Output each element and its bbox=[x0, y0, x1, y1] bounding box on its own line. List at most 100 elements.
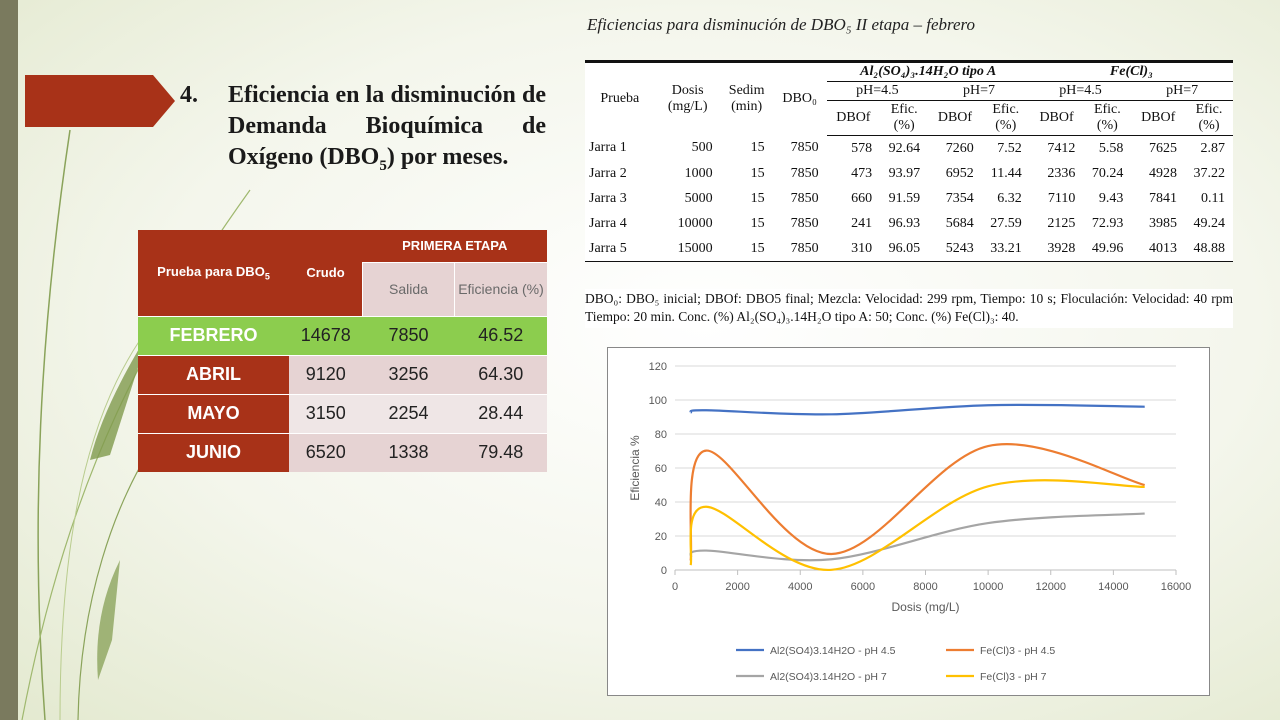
x-tick-label: 12000 bbox=[1035, 581, 1066, 593]
table-cell: 15 bbox=[750, 215, 765, 231]
y-tick-label: 40 bbox=[655, 497, 667, 509]
h-dbof: DBOf bbox=[826, 100, 881, 136]
heading-number: 4. bbox=[180, 82, 198, 108]
table-cell: 15000 bbox=[654, 236, 721, 262]
table-cell: Jarra 4 bbox=[589, 215, 627, 231]
table-cell: 7850 bbox=[772, 236, 827, 262]
h-dbof: DBOf bbox=[928, 100, 982, 136]
table-cell: 660 bbox=[851, 190, 873, 206]
table-cell: 15 bbox=[750, 165, 765, 181]
table-row: Jarra 1 500 15 7850 578 92.64 7260 7.52 7412 5.58… bbox=[585, 136, 1233, 162]
table-cell: 7850 bbox=[790, 140, 819, 156]
table-cell: 6.32 bbox=[997, 190, 1022, 206]
table-cell: 500 bbox=[691, 140, 713, 156]
jar-test-table: Prueba Dosis (mg/L) Sedim (min) DBO₀ Al₂… bbox=[585, 60, 1233, 262]
y-tick-label: 20 bbox=[655, 531, 667, 543]
x-tick-label: 8000 bbox=[913, 581, 937, 593]
h-dbo0: DBO₀ bbox=[772, 60, 827, 136]
table-cell: 72.93 bbox=[1091, 215, 1124, 231]
col-crudo: Crudo bbox=[289, 230, 363, 316]
table-cell: 3928 bbox=[1029, 236, 1084, 262]
table-cell: 7841 bbox=[1149, 190, 1177, 206]
table-cell: 4928 bbox=[1149, 165, 1177, 181]
table-cell: 11.44 bbox=[990, 165, 1022, 181]
table-cell: 7850 bbox=[790, 190, 819, 206]
month-efficiency-table: Prueba para DBO5 Crudo PRIMERA ETAPA Sal… bbox=[138, 230, 547, 472]
left-decor-strip bbox=[0, 0, 18, 720]
table-cell: 3985 bbox=[1149, 215, 1177, 231]
h-efic: Efic. (%) bbox=[981, 100, 1030, 136]
y-tick-label: 60 bbox=[655, 463, 667, 475]
h-ph7-a: pH=7 bbox=[928, 81, 1030, 101]
table-cell: 96.05 bbox=[880, 236, 929, 262]
table-cell: 2.87 bbox=[1200, 140, 1226, 156]
h-ph45-a: pH=4.5 bbox=[826, 81, 929, 101]
table-caption: Eficiencias para disminución de DBO₅ II … bbox=[587, 15, 976, 34]
table-cell: 70.24 bbox=[1091, 165, 1124, 181]
table-cell: 7110 bbox=[1047, 190, 1076, 206]
table-cell: 96.93 bbox=[888, 215, 921, 231]
table-cell: 33.21 bbox=[981, 236, 1030, 262]
section-heading: 4. Eficiencia en la disminución de Deman… bbox=[180, 80, 546, 182]
y-tick-label: 120 bbox=[649, 361, 667, 373]
x-tick-label: 10000 bbox=[973, 581, 1004, 593]
col-prueba: Prueba para DBO5 bbox=[138, 230, 289, 316]
table-cell: 0.11 bbox=[1201, 190, 1225, 206]
decorative-lines bbox=[21, 129, 251, 720]
h-dbof: DBOf bbox=[1131, 100, 1185, 136]
y-tick-label: 80 bbox=[655, 429, 667, 441]
x-tick-label: 0 bbox=[672, 581, 678, 593]
table-cell: 241 bbox=[851, 215, 873, 231]
table-cell: Jarra 3 bbox=[589, 190, 627, 206]
table-cell: 27.59 bbox=[990, 215, 1022, 231]
y-tick-label: 100 bbox=[649, 395, 667, 407]
table-cell: 578 bbox=[851, 140, 873, 156]
legend-entry: Al2(SO4)3.14H2O - pH 4.5 bbox=[770, 645, 896, 657]
table-cell: 2336 bbox=[1047, 165, 1076, 181]
h-efic: Efic. (%) bbox=[880, 100, 929, 136]
table-cell: 5000 bbox=[684, 190, 713, 206]
table-cell: 9.43 bbox=[1098, 190, 1124, 206]
table-row: JUNIO 6520 1338 79.48 bbox=[138, 432, 547, 472]
table-cell: 310 bbox=[826, 236, 881, 262]
chart-svg: 0 20 40 60 80 100 120 0 2000 4000 6000 8000 10000 120… bbox=[628, 361, 1191, 683]
col-primera-etapa: PRIMERA ETAPA bbox=[362, 230, 547, 262]
col-salida: Salida bbox=[362, 261, 455, 316]
table-cell: 2125 bbox=[1047, 215, 1076, 231]
table-row: Jarra 5 15000 15 7850 310 96.05 5243 33.21 3928 4… bbox=[585, 236, 1233, 262]
col-eficiencia: Eficiencia (%) bbox=[454, 261, 547, 316]
table-row: Jarra 3 5000 15 7850 660 91.59 7354 6.32 7110 9.4… bbox=[585, 186, 1233, 211]
heading-text: Eficiencia en la disminución de Demanda … bbox=[228, 82, 546, 174]
table-cell: 1000 bbox=[684, 165, 713, 181]
table-cell: 5243 bbox=[928, 236, 982, 262]
y-axis-title: Eficiencia % bbox=[628, 435, 642, 501]
table-cell: 37.22 bbox=[1193, 165, 1226, 181]
y-tick-label: 0 bbox=[661, 565, 667, 577]
series-line-4 bbox=[689, 479, 1145, 571]
table-row: Jarra 4 10000 15 7850 241 96.93 5684 27.59 2125 7… bbox=[585, 211, 1233, 236]
legend-entry: Al2(SO4)3.14H2O - pH 7 bbox=[770, 671, 887, 683]
series-line-3 bbox=[689, 512, 1145, 562]
series-line-2 bbox=[689, 443, 1145, 561]
x-axis-title: Dosis (mg/L) bbox=[891, 600, 959, 614]
table-cell: Jarra 1 bbox=[589, 140, 627, 156]
h-dbof: DBOf bbox=[1029, 100, 1084, 136]
h-ph7-b: pH=7 bbox=[1131, 81, 1233, 101]
h-sedim: Sedim (min) bbox=[720, 60, 773, 136]
h-dosis: Dosis (mg/L) bbox=[654, 60, 721, 136]
h-group-al: Al₂(SO₄)₃.14H₂O tipo A bbox=[826, 60, 1030, 82]
table-cell: Jarra 2 bbox=[589, 165, 627, 181]
table-cell: 5684 bbox=[945, 215, 974, 231]
table-cell: 92.64 bbox=[888, 140, 921, 156]
table-cell: 10000 bbox=[677, 215, 713, 231]
table-cell: 48.88 bbox=[1185, 236, 1233, 262]
x-tick-label: 2000 bbox=[725, 581, 749, 593]
h-efic: Efic. (%) bbox=[1185, 100, 1233, 136]
table-cell: 7412 bbox=[1047, 140, 1076, 156]
h-prueba: Prueba bbox=[585, 60, 655, 136]
table-cell: 7850 bbox=[790, 165, 819, 181]
legend-entry: Fe(Cl)3 - pH 4.5 bbox=[980, 645, 1055, 657]
series-line-1 bbox=[689, 403, 1145, 416]
table-cell: 4013 bbox=[1131, 236, 1185, 262]
table-cell: 7354 bbox=[945, 190, 974, 206]
